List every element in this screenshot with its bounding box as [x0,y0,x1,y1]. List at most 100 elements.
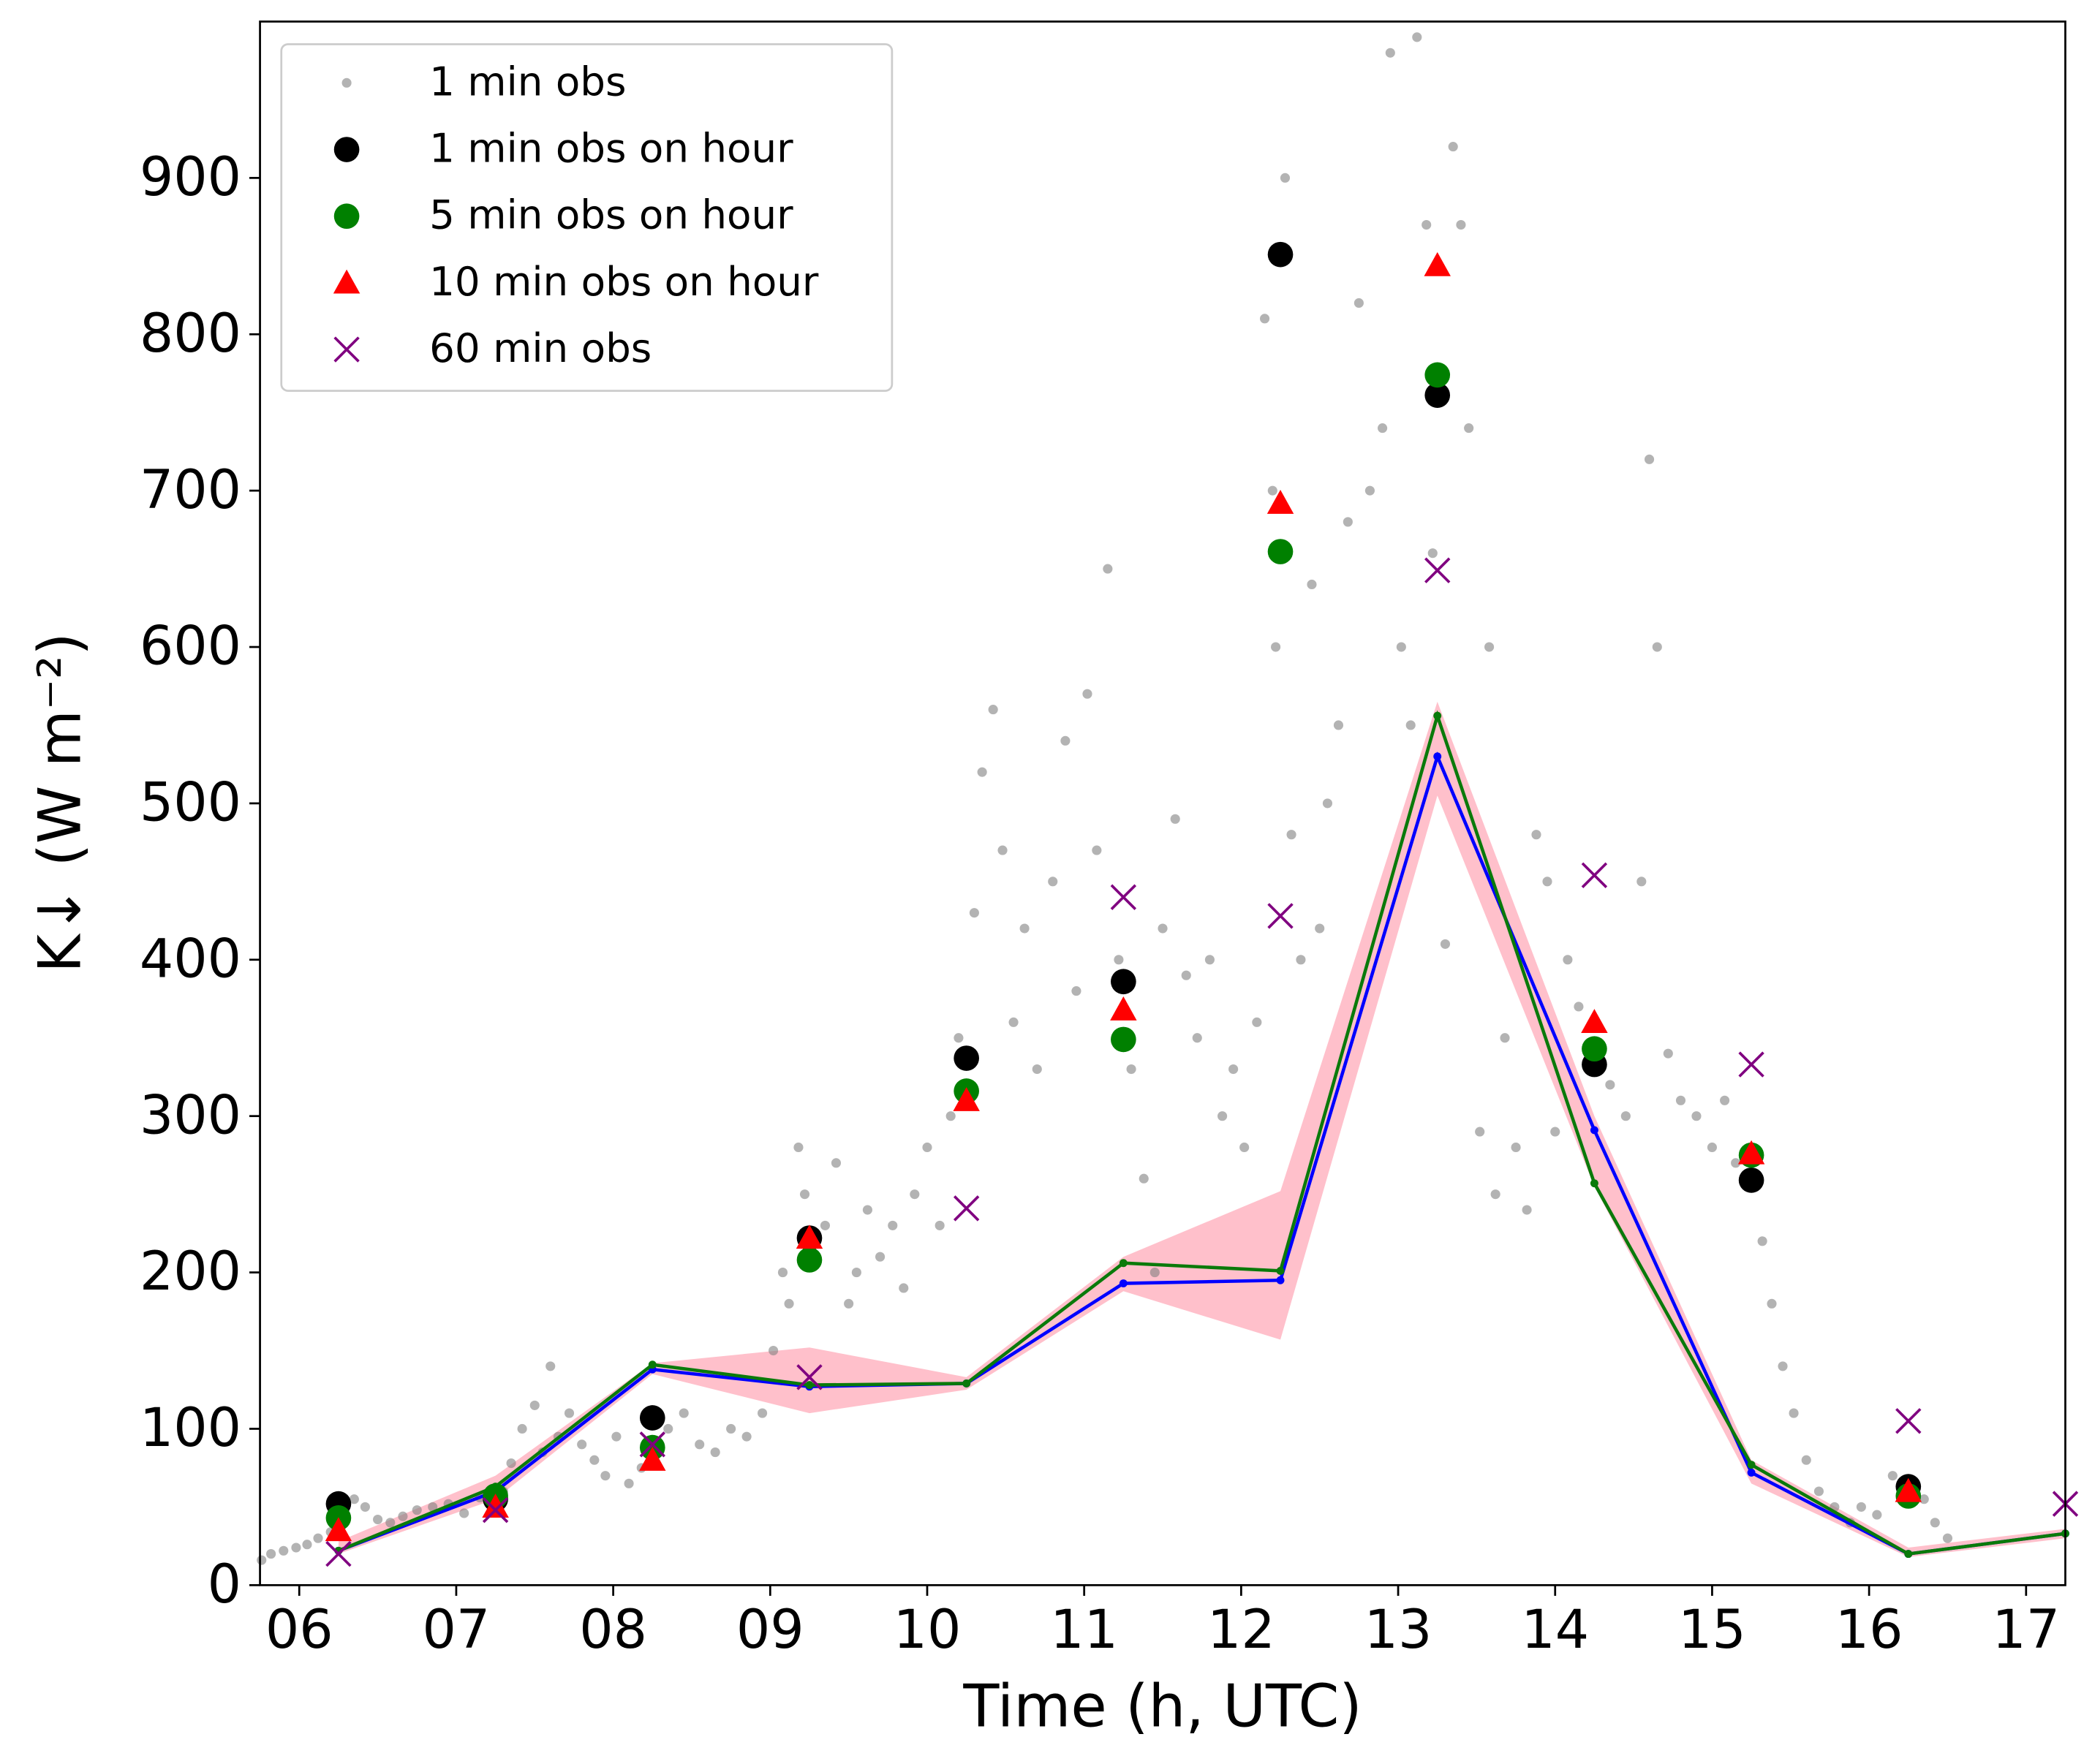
uncertainty-band [338,701,2066,1557]
obs-dot [1032,1064,1042,1075]
obs-dot [412,1505,422,1515]
legend-label: 10 min obs on hour [429,258,819,305]
obs-triangle [639,1447,666,1471]
obs-dot [302,1540,312,1550]
plot-frame [259,20,2066,1586]
obs-dot [1767,1298,1777,1309]
obs-dot [1605,1080,1615,1090]
obs-dot [1217,1111,1228,1121]
obs-circle [1424,362,1451,388]
model-point [648,1360,657,1369]
obs-dot [1354,298,1364,308]
obs-dot [679,1408,689,1418]
y-tick-label: 400 [140,928,241,990]
obs-dot [710,1447,720,1458]
obs-dot [1919,1494,1929,1504]
obs-dot [506,1458,516,1469]
obs-dot [1228,1064,1239,1075]
obs-dot [459,1508,469,1518]
legend-label: 1 min obs [429,58,626,105]
obs-dot [1267,485,1277,496]
obs-dot [1060,735,1071,746]
obs-dot [1082,689,1092,699]
obs-dot [1364,485,1375,496]
obs-dot [349,1494,359,1504]
obs-dot [1691,1111,1702,1121]
obs-cross [333,336,360,363]
obs-triangle [953,1087,980,1111]
obs-dot [1071,986,1081,996]
obs-circle [796,1247,823,1273]
obs-dot [1114,955,1124,965]
obs-dot [935,1220,945,1230]
obs-dot [1343,517,1353,527]
obs-dot [517,1423,527,1434]
obs-cross [1424,557,1451,583]
obs-dot [1396,642,1406,652]
obs-triangle [482,1494,509,1518]
obs-dot [1636,877,1647,887]
obs-dot [695,1439,705,1450]
obs-dot [1531,830,1541,840]
obs-dot [1720,1095,1730,1105]
obs-dot [385,1518,396,1528]
obs-dot [1942,1533,1953,1543]
obs-dot [1252,1017,1262,1027]
obs-dot [1652,642,1662,652]
obs-dot [820,1220,831,1230]
obs-dot [969,908,979,918]
obs-dot [977,767,987,777]
obs-triangle [325,1517,352,1542]
model-point [962,1379,971,1388]
obs-dot [589,1455,600,1465]
obs-dot [1092,845,1102,855]
obs-dot [360,1502,370,1512]
y-tick-label: 100 [140,1397,241,1459]
x-tick-label: 10 [894,1599,962,1661]
obs-dot [1378,423,1388,434]
x-tick-label: 08 [579,1599,647,1661]
x-tick-label: 12 [1207,1599,1275,1661]
obs-dot [428,1502,438,1512]
obs-dot [726,1423,736,1434]
x-tick-label: 17 [1992,1599,2060,1661]
model-point [1904,1550,1913,1559]
model-point [1747,1461,1756,1469]
obs-dot [1422,219,1432,230]
obs-dot [1789,1408,1799,1418]
obs-dot [1542,877,1552,887]
obs-dot [1315,923,1325,934]
model-point [1119,1279,1128,1288]
obs-dot [577,1439,587,1450]
obs-dot [529,1400,540,1410]
obs-dot [611,1431,622,1442]
obs-cross [1110,884,1137,910]
y-tick-label: 500 [140,772,241,834]
obs-cross [325,1540,352,1567]
y-tick-label: 800 [140,303,241,365]
model-line [338,752,2066,1556]
obs-dot [1484,642,1495,652]
obs-dot [1550,1127,1560,1137]
obs-circle [1267,539,1294,564]
y-axis-label: K↓ (W m⁻²) [26,632,94,972]
obs-cross [796,1364,823,1390]
obs-dot [1412,32,1422,42]
obs-dot [997,845,1008,855]
obs-dot [1158,923,1168,934]
obs-dot [784,1298,794,1309]
obs-circle [333,203,360,230]
obs-dot [1663,1048,1673,1059]
obs-dot [1856,1502,1866,1512]
obs-dot [1149,1268,1160,1278]
y-tick-label: 200 [140,1241,241,1303]
obs-circle [1582,1036,1607,1062]
obs-dot [899,1283,909,1293]
obs-circle [1111,1026,1136,1053]
obs-cross [1267,903,1294,929]
obs-dot [1139,1173,1149,1184]
y-tick-label: 700 [140,459,241,521]
obs-dot [1511,1142,1521,1153]
obs-dot [888,1220,898,1230]
